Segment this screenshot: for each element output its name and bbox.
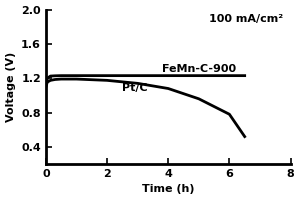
Text: 100 mA/cm²: 100 mA/cm² xyxy=(209,14,283,24)
Text: Pt/C: Pt/C xyxy=(122,83,148,93)
Y-axis label: Voltage (V): Voltage (V) xyxy=(6,52,16,122)
Text: FeMn-C-900: FeMn-C-900 xyxy=(162,64,236,74)
X-axis label: Time (h): Time (h) xyxy=(142,184,194,194)
